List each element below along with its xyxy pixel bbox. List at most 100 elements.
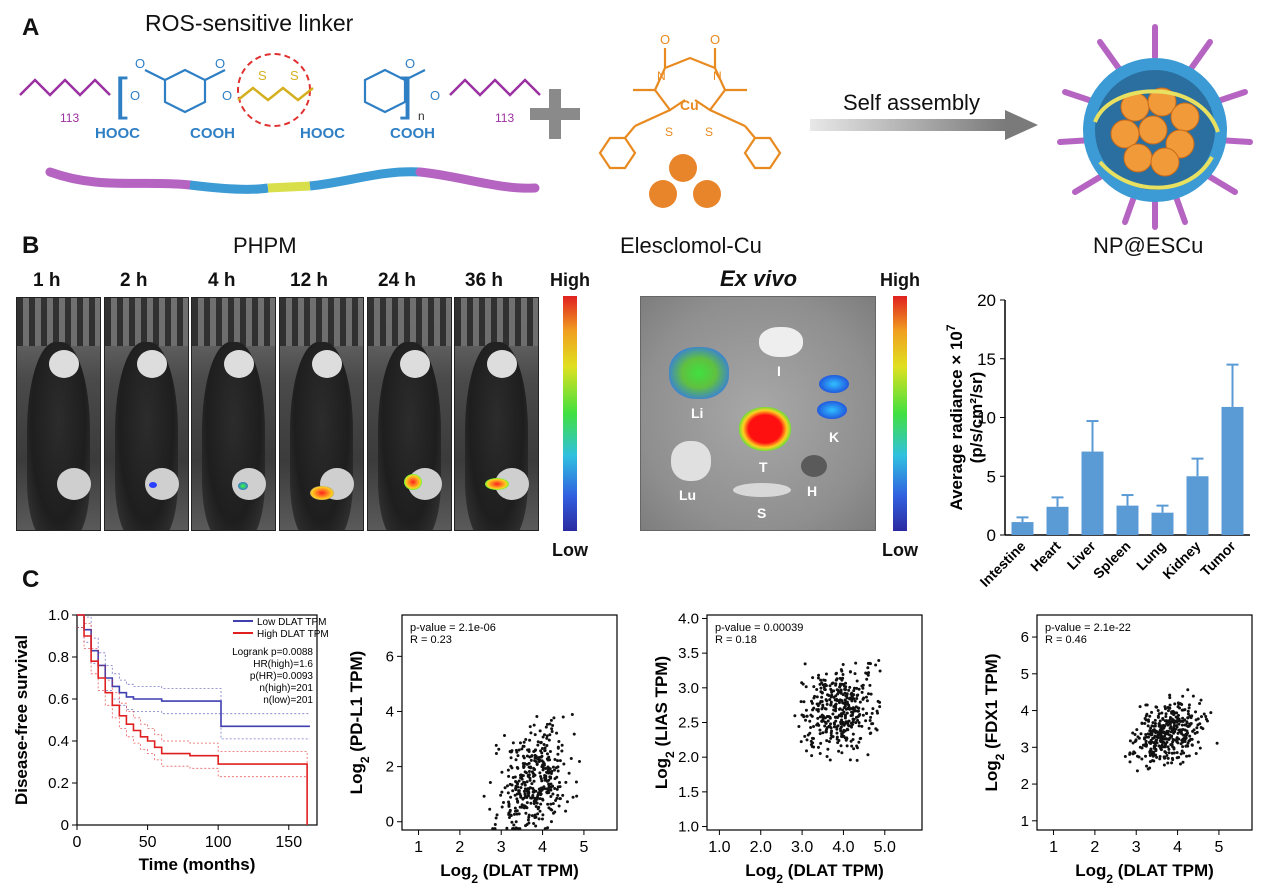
scatter-point [539,802,543,806]
scatter-point [533,759,537,763]
timepoint-label: 2 h [120,270,148,291]
y-axis-label-sub: 2 [358,756,372,763]
scatter-point [519,776,523,780]
scatter-point [511,775,515,779]
scatter-point [827,740,831,744]
y-tick-label: 0 [987,526,996,545]
scatter-point [1185,754,1189,758]
scatter-point [1166,709,1170,713]
scatter-point [834,702,838,706]
mouse-image-12h [279,297,364,531]
peg-right-n: 113 [495,111,514,125]
scatter-point [821,703,825,707]
scatter-point [1128,752,1132,756]
scatter-point [839,668,843,672]
scatter-point [1181,760,1185,764]
svg-text:N: N [657,69,666,83]
timepoint-label: 24 h [378,270,417,291]
scatter-point [1181,745,1185,749]
scatter-point [861,686,865,690]
scatter-point [831,735,835,739]
timepoint-label: 12 h [290,270,329,291]
scatter-point [842,701,846,705]
scatter-point [1175,724,1179,728]
x-tick-label: 0 [73,834,82,851]
scatter-point [823,707,827,711]
scatter-point [865,699,869,703]
scatter-point [507,816,511,820]
bar [1151,512,1174,535]
scatter-point [847,703,851,707]
scatter-point [524,824,528,828]
y-tick-label: 2.5 [678,715,699,732]
scatter-point [547,784,551,788]
scatter-point [1196,740,1200,744]
scatter-point [828,758,832,762]
scatter-point [849,739,853,743]
scatter-point [541,798,545,802]
scatter-point [549,820,553,824]
scatter-point [852,689,856,693]
scatter-point [840,714,844,718]
x-tick-label: Heart [1027,538,1064,575]
scatter-point [823,688,827,692]
scatter-point [532,821,536,825]
x-axis-label: Log2 (DLAT TPM) [1075,861,1214,886]
scatter-point [530,782,534,786]
svg-text:[: [ [115,68,128,120]
scatter-point [524,771,528,775]
scatter-point [553,758,557,762]
scatter-point [551,765,555,769]
scatter-point [826,693,830,697]
scale-high-label: High [550,270,590,290]
scatter-point [1167,751,1171,755]
scatter-point [1146,718,1150,722]
scatter-point [834,694,838,698]
scatter-point [869,715,873,719]
scatter-point [860,724,864,728]
x-axis-label-sub: 2 [776,872,783,886]
scatter-point [517,812,521,816]
y-axis-label-sub: 2 [993,753,1007,760]
scatter-point [819,741,823,745]
scatter-point [1148,766,1152,770]
scatter-point [818,752,822,756]
scatter-point [549,795,553,799]
scatter-point [551,792,555,796]
scatter-point [825,702,829,706]
scatter-point [562,762,566,766]
scatter-point [861,707,865,711]
x-axis-label-rest: (DLAT TPM) [478,861,579,880]
scatter-point [509,756,513,760]
stat-label: n(high)=201 [259,683,313,694]
scatter-point [515,827,519,831]
scatter-point [1196,717,1200,721]
scatter-point [832,689,836,693]
scatter-point [849,714,853,718]
scatter-point [556,752,560,756]
scatter-point [515,812,519,816]
scatter-point [551,811,555,815]
scatter-point [822,685,826,689]
scatter-point [550,727,554,731]
scatter-point [1151,721,1155,725]
scatter-point [528,778,532,782]
scatter-point [1168,696,1172,700]
scatter-point [855,696,859,700]
scatter-point [1173,730,1177,734]
scatter-point [1194,710,1198,714]
scatter-point [539,755,543,759]
scatter-point [515,792,519,796]
scatter-point [513,793,517,797]
scatter-point [1204,717,1208,721]
x-tick-label: 3 [497,839,506,856]
y-tick-label: 6 [1021,629,1029,646]
scatter-point [493,822,497,826]
exvivo-image: Li I K T Lu H S [640,296,876,531]
scatter-point [488,807,492,811]
scatter-point [537,817,541,821]
scatter-point [505,826,509,830]
scatter-point [488,781,492,785]
scatter-point [1187,754,1191,758]
scatter-point [1162,755,1166,759]
